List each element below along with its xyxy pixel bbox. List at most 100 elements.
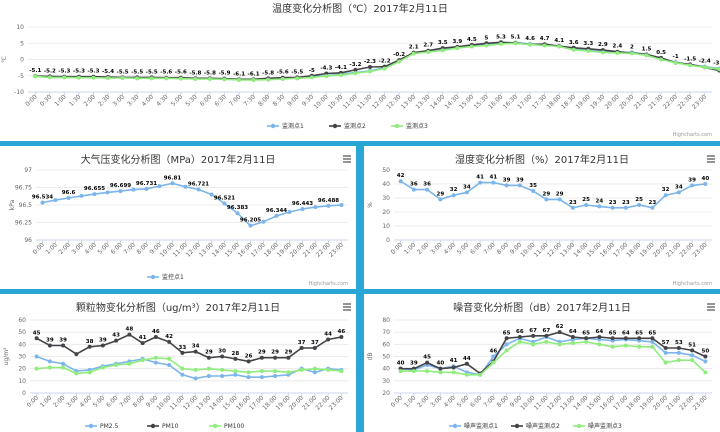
- data-point[interactable]: [600, 50, 605, 55]
- data-point[interactable]: [79, 193, 84, 198]
- data-point[interactable]: [100, 343, 105, 348]
- data-point[interactable]: [167, 363, 172, 368]
- data-point[interactable]: [703, 359, 708, 364]
- data-point[interactable]: [62, 75, 67, 80]
- chart-menu-icon[interactable]: [343, 155, 351, 163]
- data-point[interactable]: [650, 339, 655, 344]
- data-point[interactable]: [209, 192, 214, 197]
- data-point[interactable]: [382, 66, 387, 71]
- chart-menu-icon[interactable]: [343, 303, 351, 311]
- data-point[interactable]: [531, 342, 536, 347]
- data-point[interactable]: [312, 370, 317, 375]
- data-point[interactable]: [309, 75, 314, 80]
- data-point[interactable]: [659, 57, 664, 62]
- data-point[interactable]: [100, 365, 105, 370]
- data-point[interactable]: [504, 348, 509, 353]
- data-point[interactable]: [368, 69, 372, 74]
- data-point[interactable]: [623, 336, 628, 341]
- data-point[interactable]: [570, 341, 575, 346]
- data-point[interactable]: [531, 189, 536, 193]
- data-point[interactable]: [663, 345, 668, 350]
- data-point[interactable]: [266, 77, 271, 82]
- data-point[interactable]: [339, 335, 344, 340]
- data-point[interactable]: [464, 372, 469, 377]
- data-point[interactable]: [246, 375, 251, 380]
- data-point[interactable]: [411, 51, 416, 56]
- data-point[interactable]: [299, 345, 304, 350]
- data-point[interactable]: [144, 186, 149, 191]
- data-point[interactable]: [34, 366, 39, 371]
- data-point[interactable]: [451, 370, 456, 375]
- data-point[interactable]: [47, 359, 52, 364]
- data-point[interactable]: [196, 187, 201, 192]
- data-point[interactable]: [557, 330, 562, 335]
- data-point[interactable]: [398, 369, 403, 374]
- data-point[interactable]: [206, 366, 211, 371]
- data-point[interactable]: [629, 51, 634, 56]
- data-point[interactable]: [584, 203, 589, 207]
- data-point[interactable]: [542, 43, 547, 48]
- data-point[interactable]: [531, 333, 536, 338]
- data-point[interactable]: [76, 75, 81, 80]
- data-point[interactable]: [438, 197, 443, 202]
- data-point[interactable]: [237, 77, 242, 82]
- data-point[interactable]: [397, 59, 402, 64]
- data-point[interactable]: [273, 355, 278, 360]
- data-point[interactable]: [586, 49, 591, 54]
- data-point[interactable]: [597, 335, 602, 340]
- data-point[interactable]: [451, 193, 456, 198]
- data-point[interactable]: [193, 349, 198, 354]
- data-point[interactable]: [557, 342, 562, 347]
- data-point[interactable]: [114, 363, 119, 368]
- data-point[interactable]: [235, 211, 240, 216]
- data-point[interactable]: [464, 190, 469, 195]
- data-point[interactable]: [464, 361, 469, 366]
- data-point[interactable]: [167, 339, 172, 344]
- data-point[interactable]: [183, 184, 188, 189]
- data-point[interactable]: [673, 60, 678, 65]
- data-point[interactable]: [61, 343, 66, 348]
- data-point[interactable]: [135, 76, 140, 81]
- data-point[interactable]: [222, 77, 227, 82]
- data-point[interactable]: [717, 67, 720, 72]
- data-point[interactable]: [105, 190, 110, 195]
- data-point[interactable]: [702, 65, 707, 70]
- data-point[interactable]: [127, 361, 132, 366]
- data-point[interactable]: [233, 372, 238, 377]
- data-point[interactable]: [703, 370, 708, 375]
- data-point[interactable]: [610, 336, 615, 341]
- data-point[interactable]: [312, 345, 317, 350]
- data-point[interactable]: [222, 201, 227, 206]
- data-point[interactable]: [326, 367, 331, 372]
- legend-item[interactable]: PM10: [147, 423, 179, 430]
- credits-link[interactable]: Highcharts.com: [673, 132, 712, 138]
- data-point[interactable]: [233, 369, 238, 374]
- data-point[interactable]: [299, 367, 304, 372]
- data-point[interactable]: [312, 366, 317, 371]
- data-point[interactable]: [259, 375, 264, 380]
- data-point[interactable]: [180, 366, 185, 371]
- data-point[interactable]: [274, 213, 279, 218]
- data-point[interactable]: [220, 367, 225, 372]
- data-point[interactable]: [517, 183, 522, 188]
- data-point[interactable]: [623, 343, 628, 348]
- data-point[interactable]: [34, 336, 39, 341]
- data-point[interactable]: [690, 353, 695, 358]
- credits-link[interactable]: Highcharts.com: [309, 281, 348, 287]
- data-point[interactable]: [688, 63, 693, 68]
- data-point[interactable]: [167, 356, 172, 361]
- data-point[interactable]: [339, 369, 344, 374]
- data-point[interactable]: [676, 358, 681, 363]
- data-point[interactable]: [131, 187, 136, 192]
- data-point[interactable]: [338, 73, 343, 78]
- data-point[interactable]: [178, 76, 183, 81]
- data-point[interactable]: [557, 44, 562, 49]
- data-point[interactable]: [544, 333, 549, 338]
- data-point[interactable]: [504, 183, 509, 188]
- data-point[interactable]: [570, 335, 575, 340]
- data-point[interactable]: [106, 76, 111, 81]
- data-point[interactable]: [597, 204, 602, 209]
- data-point[interactable]: [233, 356, 238, 361]
- data-point[interactable]: [571, 47, 576, 52]
- data-point[interactable]: [339, 203, 344, 207]
